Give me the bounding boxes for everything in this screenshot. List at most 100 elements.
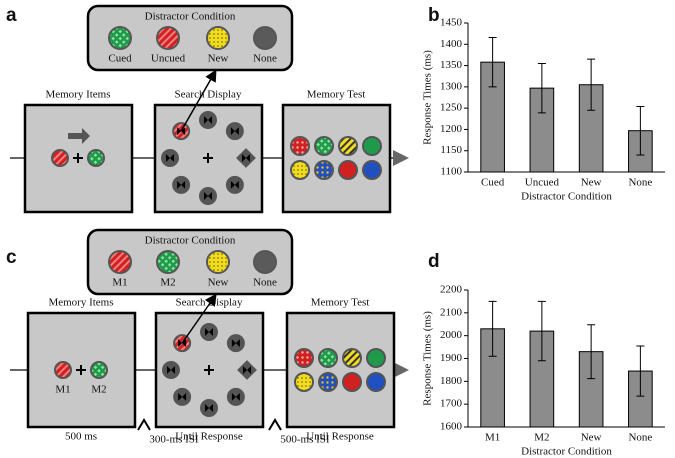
distractor-title: Distractor Condition	[145, 235, 236, 247]
stimulus	[362, 160, 382, 180]
stimulus	[54, 361, 72, 379]
condition-label: None	[253, 277, 277, 289]
stimulus	[314, 160, 334, 180]
stimulus	[156, 250, 180, 274]
y-tick-label: 1800	[440, 375, 463, 387]
y-tick-label: 1450	[440, 17, 463, 29]
stimulus	[253, 26, 277, 50]
item-label: M1	[55, 384, 70, 396]
stimulus	[366, 348, 386, 368]
pointer	[181, 293, 217, 344]
item-label: M2	[91, 384, 106, 396]
stimulus	[253, 250, 277, 274]
stimulus	[342, 372, 362, 392]
y-tick-label: 2200	[440, 284, 463, 296]
icon	[231, 339, 240, 348]
stimulus	[294, 348, 314, 368]
icon	[205, 328, 213, 336]
condition-label: M1	[112, 277, 127, 289]
condition-label: New	[208, 277, 229, 289]
y-tick-label: 1300	[440, 80, 463, 92]
frame	[281, 103, 392, 214]
condition-label: None	[253, 53, 277, 65]
duration: Until Response	[306, 431, 374, 443]
distractor-box	[86, 4, 294, 72]
frame-title: Memory Items	[45, 89, 110, 101]
x-tick-label: None	[628, 432, 652, 444]
isi-caret	[268, 418, 282, 431]
panel-label: b	[428, 5, 440, 26]
stimulus	[338, 160, 358, 180]
error-bar	[537, 62, 546, 114]
icon	[204, 192, 212, 200]
stimulus	[342, 348, 362, 368]
stimulus	[314, 136, 334, 156]
error-bar	[488, 36, 497, 88]
stimulus	[108, 26, 132, 50]
plus	[204, 365, 214, 375]
x-tick-label: New	[581, 432, 602, 444]
y-tick-label: 1600	[440, 421, 463, 433]
icon	[178, 392, 187, 401]
panel-label: c	[6, 247, 17, 268]
stimulus	[294, 372, 314, 392]
condition-label: Cued	[108, 53, 132, 65]
icon	[205, 404, 213, 412]
stimulus	[156, 26, 180, 50]
stimulus	[366, 372, 386, 392]
distractor-title: Distractor Condition	[145, 11, 236, 23]
x-tick-label: None	[628, 177, 652, 189]
isi-label: 300-ms ISI	[149, 434, 199, 446]
y-tick-label: 1900	[440, 352, 463, 364]
plus	[203, 153, 213, 163]
x-tick-label: M2	[534, 432, 549, 444]
error-bar	[636, 105, 645, 156]
plus	[73, 153, 83, 163]
error-bar	[587, 58, 596, 111]
isi-label: 500-ms ISI	[280, 434, 330, 446]
condition-label: M2	[160, 277, 175, 289]
error-bar	[587, 324, 596, 380]
error-bar	[636, 345, 645, 397]
condition-label: Uncued	[151, 53, 186, 65]
icon	[231, 392, 240, 401]
y-tick-label: 1350	[440, 59, 463, 71]
y-tick-label: 1700	[440, 398, 463, 410]
frame-title: Memory Test	[307, 89, 366, 101]
frame-title: Search Display	[175, 89, 242, 101]
x-axis-label: Distractor Condition	[521, 191, 612, 203]
y-axis-label: Response Times (ms)	[422, 311, 434, 406]
plus	[76, 365, 86, 375]
stimulus	[318, 372, 338, 392]
stimulus	[338, 136, 358, 156]
y-tick-label: 2000	[440, 329, 463, 341]
icon	[204, 116, 212, 124]
cue-arrow	[68, 128, 90, 144]
y-axis-label: Response Times (ms)	[422, 50, 434, 145]
stimulus	[87, 149, 105, 167]
y-tick-label: 1400	[440, 38, 463, 50]
icon	[177, 180, 186, 189]
condition-label: New	[208, 53, 229, 65]
stimulus	[362, 136, 382, 156]
stimulus	[108, 250, 132, 274]
distractor-box	[86, 228, 294, 296]
icon	[243, 366, 251, 374]
duration: 500 ms	[65, 431, 97, 443]
duration: Until Response	[175, 431, 243, 443]
frame-title: Search Display	[176, 297, 243, 309]
icon	[230, 180, 239, 189]
y-tick-label: 1250	[440, 102, 463, 114]
frame-title: Memory Items	[48, 297, 113, 309]
error-bar	[537, 300, 546, 362]
frame	[285, 311, 396, 429]
x-tick-label: New	[581, 177, 602, 189]
icon	[166, 154, 174, 162]
stimulus	[290, 136, 310, 156]
stimulus	[290, 160, 310, 180]
icon	[242, 154, 250, 162]
stimulus	[206, 250, 230, 274]
y-tick-label: 1100	[440, 166, 462, 178]
icon	[230, 127, 239, 136]
